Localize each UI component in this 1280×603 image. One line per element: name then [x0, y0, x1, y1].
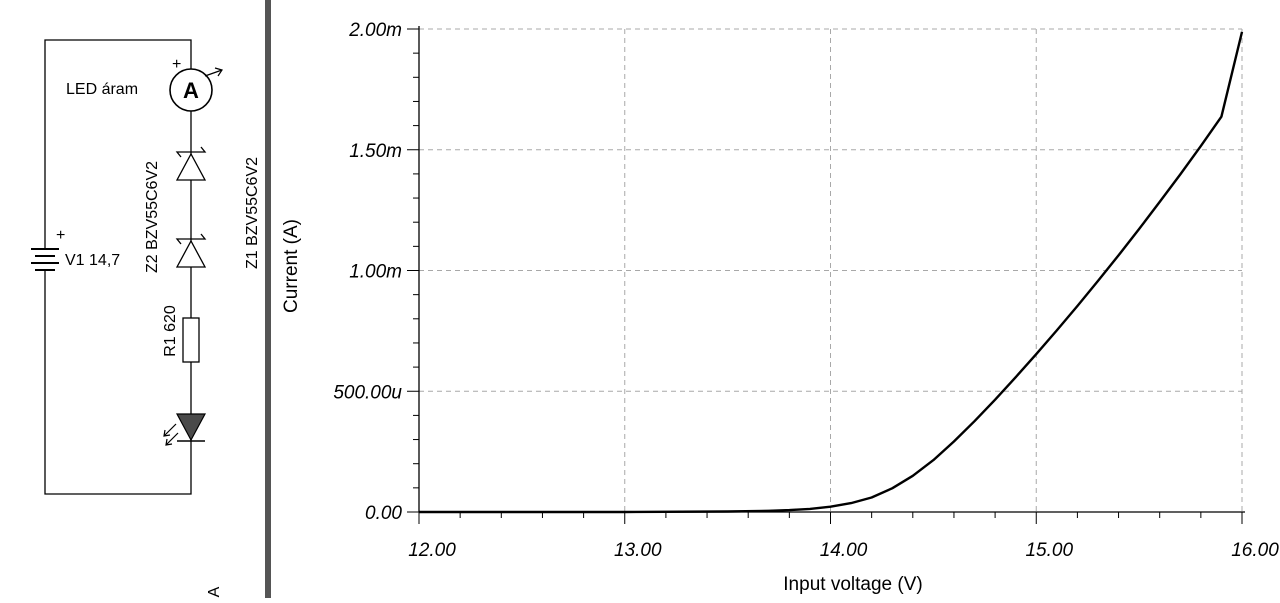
source-label: V1 14,7	[65, 252, 120, 269]
circuit-schematic: + V1 14,7 A + LED áram	[31, 39, 261, 597]
series-line-current	[419, 31, 1244, 514]
grid-lines	[419, 28, 1243, 512]
x-tick-label: 13.00	[614, 540, 662, 561]
tick-marks	[407, 28, 1243, 524]
source-plus-sign: +	[56, 227, 65, 244]
zener-z1-label: Z1 BZV55C6V2	[244, 157, 261, 269]
y-axis-title: Current (A)	[281, 219, 302, 313]
y-tick-label: 0.00	[365, 503, 402, 524]
y-tick-label: 1.00m	[349, 262, 402, 283]
resistor-label: R1 620	[162, 305, 179, 357]
zener-z2-label: Z2 BZV55C6V2	[144, 161, 161, 273]
ammeter-plus-sign: +	[172, 56, 181, 73]
y-tick-label: 1.50m	[349, 141, 402, 162]
x-axis-title: Input voltage (V)	[783, 574, 922, 595]
x-tick-label: 14.00	[820, 540, 868, 561]
x-tick-label: 15.00	[1025, 540, 1073, 561]
ammeter-symbol: A	[183, 78, 199, 103]
wire-loop	[44, 39, 192, 246]
battery-icon	[31, 246, 59, 276]
ammeter-label: LED áram	[66, 81, 138, 98]
resistor-icon	[182, 317, 200, 363]
led-icon	[163, 413, 207, 446]
stray-rotated-glyph: A	[206, 586, 223, 597]
y-tick-label: 2.00m	[348, 20, 402, 41]
zener-diode-icon	[175, 233, 207, 268]
chart: 0.00 500.00u 1.00m 1.50m 2.00m 12.00 13.00 14.0…	[281, 20, 1279, 595]
tick-labels: 0.00 500.00u 1.00m 1.50m 2.00m 12.00 13.00 14.0…	[333, 20, 1279, 561]
wire-loop-bottom	[44, 276, 192, 495]
panel-divider[interactable]	[265, 0, 271, 598]
y-tick-label: 500.00u	[333, 382, 402, 403]
chart-axes	[418, 26, 1245, 513]
x-tick-label: 16.00	[1231, 540, 1279, 561]
x-tick-label: 12.00	[408, 540, 456, 561]
zener-diode-icon	[175, 146, 207, 181]
